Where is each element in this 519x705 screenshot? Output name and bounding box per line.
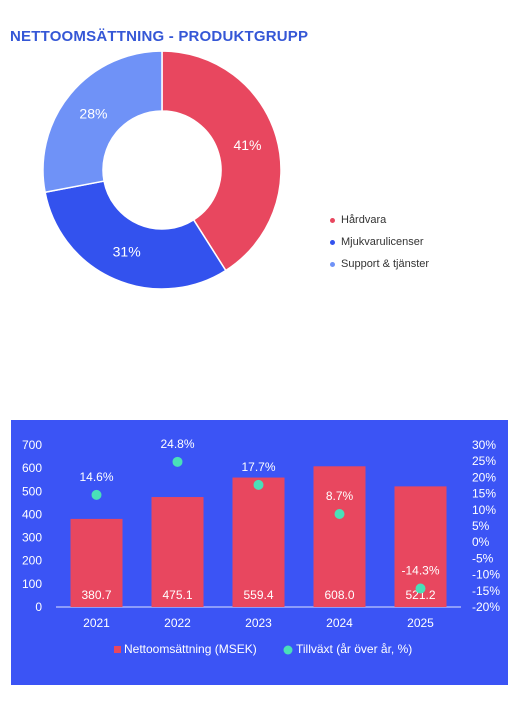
y2-tick-label: -15% (472, 584, 500, 598)
x-tick-label: 2024 (326, 616, 353, 630)
legend-item-mjukvarulicenser[interactable]: Mjukvarulicenser (330, 235, 429, 257)
y-tick-label: 700 (22, 438, 42, 452)
y2-tick-label: -20% (472, 600, 500, 614)
revenue-bar (70, 518, 123, 607)
legend-swatch (330, 218, 335, 223)
y2-tick-label: -5% (472, 551, 494, 565)
legend-item-hardvara[interactable]: Hårdvara (330, 213, 429, 235)
donut-slice (161, 50, 282, 272)
legend-swatch-revenue (114, 646, 121, 653)
legend-item-support[interactable]: Support & tjänster (330, 257, 429, 279)
x-tick-label: 2025 (407, 616, 434, 630)
y-tick-label: 100 (22, 577, 42, 591)
y2-tick-label: 30% (472, 438, 496, 452)
revenue-bar (232, 477, 285, 607)
revenue-growth-chart-panel: 700 600 500 400 300 200 100 0 30% 25% 20% 15% 10% 5% 0… (11, 420, 508, 685)
y-tick-label: 400 (22, 507, 42, 521)
growth-point (334, 509, 345, 520)
donut-chart: 41% 31% 28% (42, 50, 282, 290)
legend-label-revenue: Nettoomsättning (MSEK) (124, 642, 257, 656)
y-tick-label: 300 (22, 531, 42, 545)
legend-label: Hårdvara (341, 214, 387, 226)
growth-point (415, 583, 426, 594)
slice-label: 28% (79, 105, 107, 121)
legend-label: Mjukvarulicenser (341, 236, 424, 248)
growth-value-label: 8.7% (326, 489, 354, 503)
growth-value-label: 24.8% (160, 437, 194, 451)
y-tick-label: 200 (22, 554, 42, 568)
y-tick-label: 0 (35, 600, 42, 614)
bar-value-label: 475.1 (162, 588, 192, 602)
legend-marker-growth (283, 645, 293, 655)
growth-point (91, 489, 102, 500)
growth-value-label: 14.6% (79, 470, 113, 484)
bar-value-label: 521.2 (405, 588, 435, 602)
revenue-growth-chart: 700 600 500 400 300 200 100 0 30% 25% 20% 15% 10% 5% 0… (11, 420, 508, 685)
chart-title: NETTOOMSÄTTNING - PRODUKTGRUPP (10, 28, 309, 45)
donut-slice (42, 50, 163, 194)
bar-value-label: 608.0 (324, 588, 354, 602)
y2-tick-label: 15% (472, 487, 496, 501)
y2-tick-label: 25% (472, 454, 496, 468)
x-tick-label: 2021 (83, 616, 110, 630)
legend-label: Support & tjänster (341, 258, 430, 270)
legend-swatch (330, 240, 335, 245)
growth-point (172, 456, 183, 467)
growth-value-label: 17.7% (241, 460, 275, 474)
y2-tick-label: -10% (472, 568, 500, 582)
revenue-bar (151, 497, 204, 607)
bar-value-label: 559.4 (243, 588, 273, 602)
x-tick-label: 2023 (245, 616, 272, 630)
y2-tick-label: 0% (472, 535, 490, 549)
donut-slice (44, 180, 227, 290)
revenue-bar (313, 466, 366, 607)
slice-label: 31% (113, 244, 141, 260)
growth-value-label: -14.3% (401, 564, 439, 578)
x-tick-label: 2022 (164, 616, 191, 630)
y-tick-label: 500 (22, 484, 42, 498)
slice-label: 41% (233, 137, 261, 153)
y-tick-label: 600 (22, 461, 42, 475)
bar-value-label: 380.7 (81, 588, 111, 602)
y2-tick-label: 5% (472, 519, 490, 533)
donut-legend: Hårdvara Mjukvarulicenser Support & tjän… (330, 213, 429, 279)
y2-tick-label: 10% (472, 503, 496, 517)
growth-point (253, 479, 264, 490)
legend-swatch (330, 262, 335, 267)
y2-tick-label: 20% (472, 470, 496, 484)
legend-label-growth: Tillväxt (år över år, %) (296, 642, 412, 656)
